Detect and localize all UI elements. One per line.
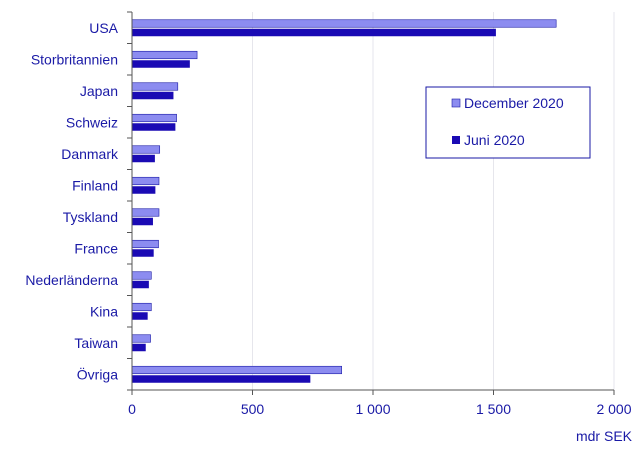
category-label-vriga: Övriga bbox=[77, 365, 118, 382]
bar-tyskland-juni-2020 bbox=[132, 217, 153, 226]
bar-tyskland-december-2020 bbox=[131, 208, 160, 217]
category-label-japan: Japan bbox=[80, 83, 118, 99]
bar-storbritannien-december-2020 bbox=[131, 50, 198, 60]
category-label-tyskland: Tyskland bbox=[63, 209, 118, 225]
bar-kina-juni-2020 bbox=[132, 312, 148, 320]
category-label-kina: Kina bbox=[90, 303, 118, 319]
x-tick-label-0: 0 bbox=[128, 401, 136, 417]
y-axis-labels: USA Storbritannien Japan Schweiz Danmark Finl… bbox=[25, 11, 132, 391]
bars bbox=[131, 19, 557, 383]
legend: December 2020 Juni 2020 bbox=[425, 86, 591, 159]
bar-taiwan-december-2020 bbox=[131, 334, 151, 343]
bar-japan-juni-2020 bbox=[132, 91, 174, 100]
bar-vriga-december-2020 bbox=[131, 365, 342, 375]
x-tick-label-1500: 1 500 bbox=[476, 401, 511, 417]
bar-nederl-nderna-juni-2020 bbox=[132, 280, 149, 289]
bar-france-juni-2020 bbox=[132, 249, 154, 257]
category-label-usa: USA bbox=[89, 20, 118, 36]
bar-kina-december-2020 bbox=[131, 302, 152, 312]
bar-usa-december-2020 bbox=[131, 19, 557, 28]
category-label-finland: Finland bbox=[72, 177, 118, 193]
bar-danmark-juni-2020 bbox=[132, 154, 155, 163]
x-tick-label-2000: 2 000 bbox=[596, 401, 631, 417]
bar-nederl-nderna-december-2020 bbox=[131, 271, 152, 280]
bar-danmark-december-2020 bbox=[131, 145, 161, 154]
legend-swatch-juni-2020 bbox=[452, 136, 460, 144]
x-tick-label-500: 500 bbox=[241, 401, 265, 417]
legend-label-december-2020: December 2020 bbox=[464, 95, 564, 111]
bar-taiwan-juni-2020 bbox=[132, 343, 146, 352]
grid-lines bbox=[252, 12, 615, 390]
category-label-taiwan: Taiwan bbox=[74, 335, 118, 351]
bar-vriga-juni-2020 bbox=[132, 375, 311, 383]
bar-japan-december-2020 bbox=[131, 82, 179, 91]
category-label-nederl-nderna: Nederländerna bbox=[25, 272, 118, 288]
legend-swatch-december-2020 bbox=[451, 98, 461, 108]
x-axis-labels: 0 500 1 000 1 500 2 000 bbox=[128, 390, 632, 417]
category-label-france: France bbox=[74, 240, 118, 256]
x-tick-label-1000: 1 000 bbox=[355, 401, 390, 417]
category-label-danmark: Danmark bbox=[61, 146, 119, 162]
bar-schweiz-juni-2020 bbox=[132, 123, 176, 131]
bar-finland-juni-2020 bbox=[132, 186, 156, 194]
category-label-storbritannien: Storbritannien bbox=[31, 51, 118, 67]
bar-storbritannien-juni-2020 bbox=[132, 60, 190, 68]
bar-usa-juni-2020 bbox=[132, 28, 496, 37]
bar-schweiz-december-2020 bbox=[131, 113, 177, 123]
category-label-schweiz: Schweiz bbox=[66, 114, 118, 130]
bar-finland-december-2020 bbox=[131, 176, 160, 186]
bar-france-december-2020 bbox=[131, 239, 159, 249]
x-axis-unit-label: mdr SEK bbox=[576, 428, 633, 444]
legend-label-juni-2020: Juni 2020 bbox=[464, 132, 525, 148]
